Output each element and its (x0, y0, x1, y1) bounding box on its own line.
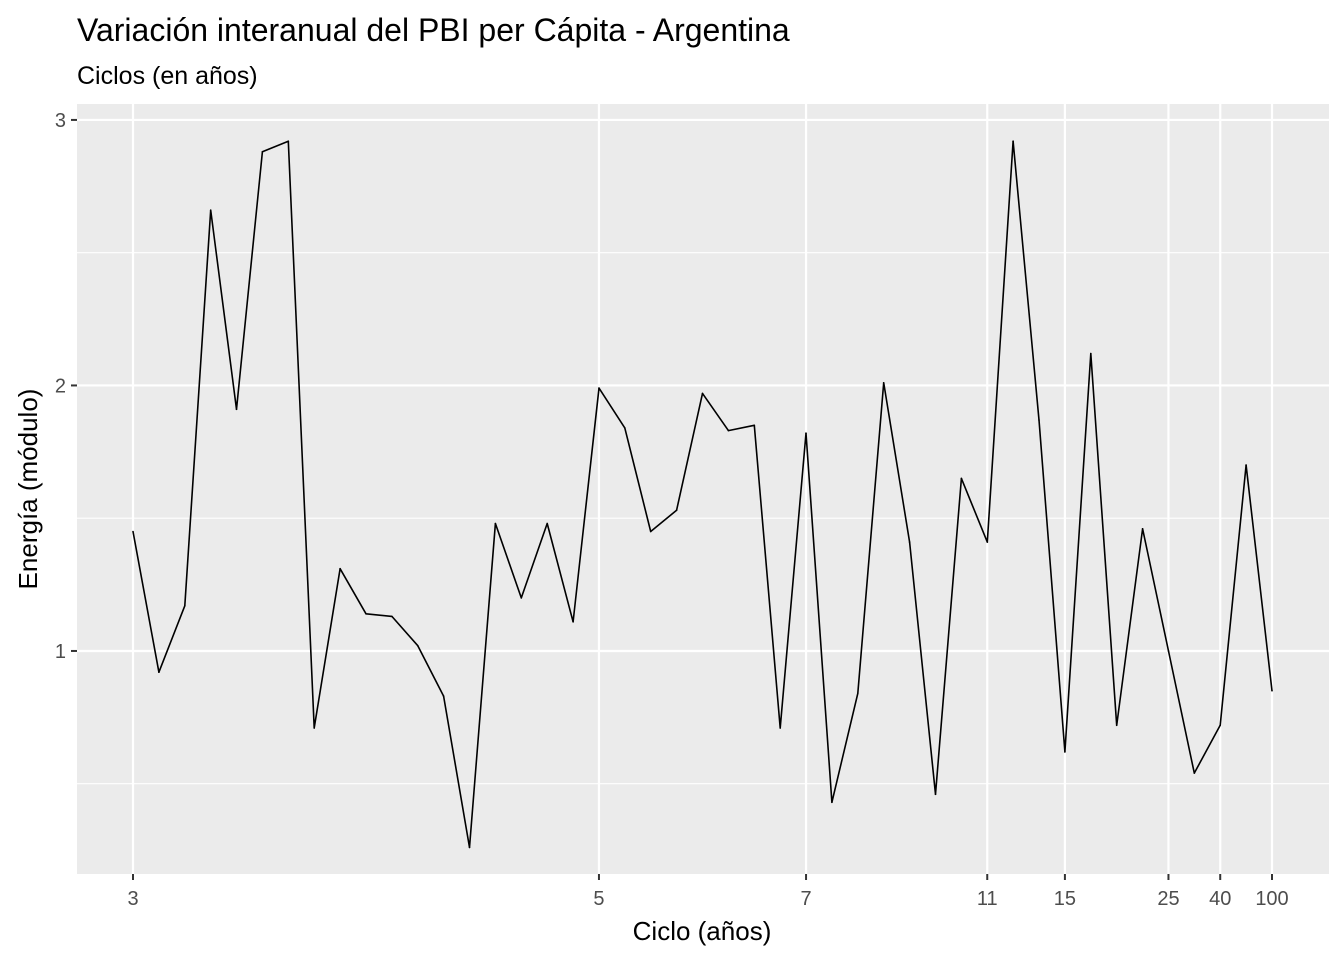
data-point (753, 424, 756, 427)
y-tick-label: 3 (55, 110, 66, 132)
x-tick-label: 25 (1157, 888, 1179, 910)
data-point (882, 382, 885, 384)
data-point (1012, 140, 1014, 142)
data-point (805, 432, 807, 435)
data-point (235, 408, 238, 411)
data-point (1064, 751, 1066, 753)
x-tick-label: 15 (1054, 888, 1076, 910)
data-point (494, 522, 497, 525)
chart-title: Variación interanual del PBI per Cápita … (77, 12, 790, 48)
data-point (132, 530, 134, 533)
data-point (908, 541, 911, 543)
x-tick-label: 3 (127, 888, 138, 910)
y-tick-label: 1 (55, 641, 66, 663)
data-point (468, 846, 471, 849)
data-point (624, 427, 626, 429)
data-point (158, 671, 160, 673)
y-axis: 1 2 3 (55, 110, 77, 663)
x-tick-label: 100 (1255, 888, 1288, 910)
data-point (598, 387, 600, 389)
data-point (701, 392, 704, 395)
data-point (934, 793, 937, 796)
data-point (727, 429, 730, 432)
grid-major (77, 104, 1329, 874)
data-point (1271, 690, 1273, 692)
data-point (1193, 772, 1196, 774)
data-point (287, 140, 290, 142)
x-axis-title: Ciclo (años) (633, 916, 772, 946)
data-point (857, 692, 859, 695)
data-point (442, 695, 445, 697)
data-point (572, 621, 574, 623)
data-point (1219, 724, 1221, 727)
data-point (986, 541, 989, 543)
x-axis: 3 5 7 11 15 25 40 100 (127, 874, 1289, 910)
data-point (1115, 724, 1118, 727)
data-point (339, 567, 341, 570)
data-point (313, 727, 316, 729)
grid-minor (77, 252, 1329, 785)
data-point (675, 509, 678, 512)
data-point (960, 477, 963, 480)
data-point (649, 530, 652, 533)
data-point (365, 613, 367, 615)
data-point (391, 615, 393, 618)
data-point (1038, 419, 1040, 421)
x-tick-label: 40 (1209, 888, 1231, 910)
x-tick-label: 11 (977, 888, 998, 910)
y-tick-label: 2 (55, 375, 66, 397)
data-point (831, 801, 833, 804)
x-tick-label: 7 (800, 888, 811, 910)
y-axis-title: Energía (módulo) (13, 389, 43, 590)
data-point (184, 605, 186, 607)
data-point (209, 209, 212, 211)
data-point (1141, 528, 1144, 530)
data-point (779, 727, 781, 729)
x-tick-label: 5 (593, 888, 604, 910)
data-point (1090, 352, 1092, 355)
data-point (546, 522, 548, 525)
plot-panel (77, 104, 1329, 874)
series-group (132, 140, 1273, 849)
data-point (261, 151, 264, 153)
data-point (520, 597, 523, 599)
data-point (417, 644, 419, 647)
data-point (1245, 464, 1247, 466)
data-point (1167, 650, 1170, 652)
chart-subtitle: Ciclos (en años) (77, 62, 258, 90)
